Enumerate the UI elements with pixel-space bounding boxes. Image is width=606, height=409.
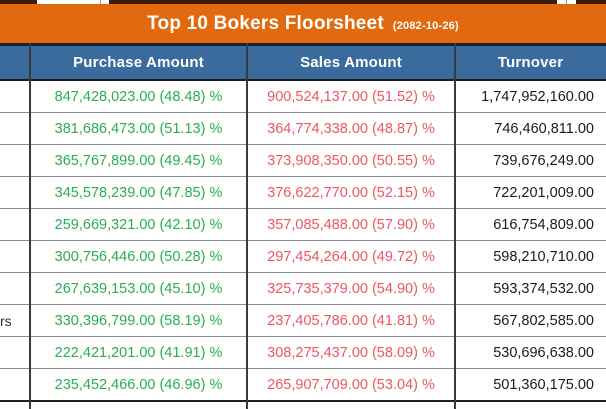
title-date: (2082-10-26) [392,19,459,32]
table-row: 345,578,239.00 (47.85) % 376,622,770.00 … [0,177,606,209]
broker-name-cell [0,273,30,304]
broker-name-cell [0,145,30,176]
sales-amount-cell: 237,405,786.00 (41.81) % [267,312,435,329]
turnover-cell: 567,802,585.00 [493,312,594,329]
header-purchase-amount: Purchase Amount [73,54,204,71]
sales-amount-cell: 265,907,709.00 (53.04) % [267,376,435,393]
sales-amount-cell: 900,524,137.00 (51.52) % [267,88,435,105]
purchase-amount-cell: 222,421,201.00 (41.91) % [54,344,223,361]
table-row: 235,452,466.00 (46.96) % 265,907,709.00 … [0,369,606,400]
turnover-cell: 739,676,249.00 [493,152,594,169]
turnover-cell: 501,360,175.00 [493,376,594,393]
purchase-amount-cell: 300,756,446.00 (50.28) % [54,248,223,265]
turnover-cell: 530,696,638.00 [493,344,594,361]
broker-name-cell [0,241,30,272]
grid-line [100,0,101,4]
purchase-amount-cell: 267,639,153.00 (45.10) % [54,280,223,297]
turnover-cell: 1,747,952,160.00 [481,88,594,105]
purchase-amount-cell: 345,578,239.00 (47.85) % [54,184,223,201]
sales-amount-cell: 376,622,770.00 (52.15) % [267,184,435,201]
turnover-cell: 746,460,811.00 [494,120,594,137]
purchase-amount-cell: 847,428,023.00 (48.48) % [54,88,223,105]
purchase-amount-cell: 259,669,321.00 (42.10) % [54,216,223,233]
turnover-cell: 616,754,809.00 [493,216,594,233]
purchase-amount-cell: 235,452,466.00 (46.96) % [54,376,223,393]
table-body: 847,428,023.00 (48.48) % 900,524,137.00 … [0,81,606,402]
sales-amount-cell: 357,085,488.00 (57.90) % [267,216,435,233]
table-row: 300,756,446.00 (50.28) % 297,454,264.00 … [0,241,606,273]
broker-name-cell [0,177,30,208]
sales-amount-cell: 308,275,437.00 (58.09) % [267,344,435,361]
broker-name-cell [0,209,30,240]
turnover-cell: 598,210,710.00 [493,248,594,265]
turnover-cell: 593,374,532.00 [493,280,594,297]
table-row: 259,669,321.00 (42.10) % 357,085,488.00 … [0,209,606,241]
header-turnover: Turnover [497,54,564,71]
broker-name-cell [0,81,30,112]
sales-amount-cell: 373,908,350.00 (50.55) % [267,152,435,169]
sales-amount-cell: 297,454,264.00 (49.72) % [267,248,435,265]
table-row: 381,686,473.00 (51.13) % 364,774,338.00 … [0,113,606,145]
table-header-row: Purchase Amount Sales Amount Turnover [0,43,606,81]
header-broker [0,46,30,79]
sales-amount-cell: 364,774,338.00 (48.87) % [267,120,435,137]
sales-amount-cell: 325,735,379.00 (54.90) % [267,280,435,297]
turnover-cell: 722,201,009.00 [493,184,594,201]
table-row: 267,639,153.00 (45.10) % 325,735,379.00 … [0,273,606,305]
table-row: 365,767,899.00 (49.45) % 373,908,350.00 … [0,145,606,177]
table-row: rs 330,396,799.00 (58.19) % 237,405,786.… [0,305,606,337]
purchase-amount-cell: 381,686,473.00 (51.13) % [54,120,223,137]
purchase-amount-cell: 330,396,799.00 (58.19) % [54,312,223,329]
broker-name-cell [0,113,30,144]
title-bar: Top 10 Bokers Floorsheet (2082-10-26) [0,4,606,43]
page-title: Top 10 Bokers Floorsheet [147,12,384,34]
broker-name-cell: rs [0,312,12,329]
top-edge-gap [37,0,109,4]
table-row: 847,428,023.00 (48.48) % 900,524,137.00 … [0,81,606,113]
broker-name-cell [0,337,30,368]
sheet-top-edge [0,0,606,4]
broker-name-cell [0,369,30,400]
purchase-amount-cell: 365,767,899.00 (49.45) % [54,152,223,169]
floorsheet-table: Purchase Amount Sales Amount Turnover 84… [0,43,606,402]
grid-line [566,0,567,4]
table-row: 222,421,201.00 (41.91) % 308,275,437.00 … [0,337,606,369]
header-sales-amount: Sales Amount [300,54,402,71]
